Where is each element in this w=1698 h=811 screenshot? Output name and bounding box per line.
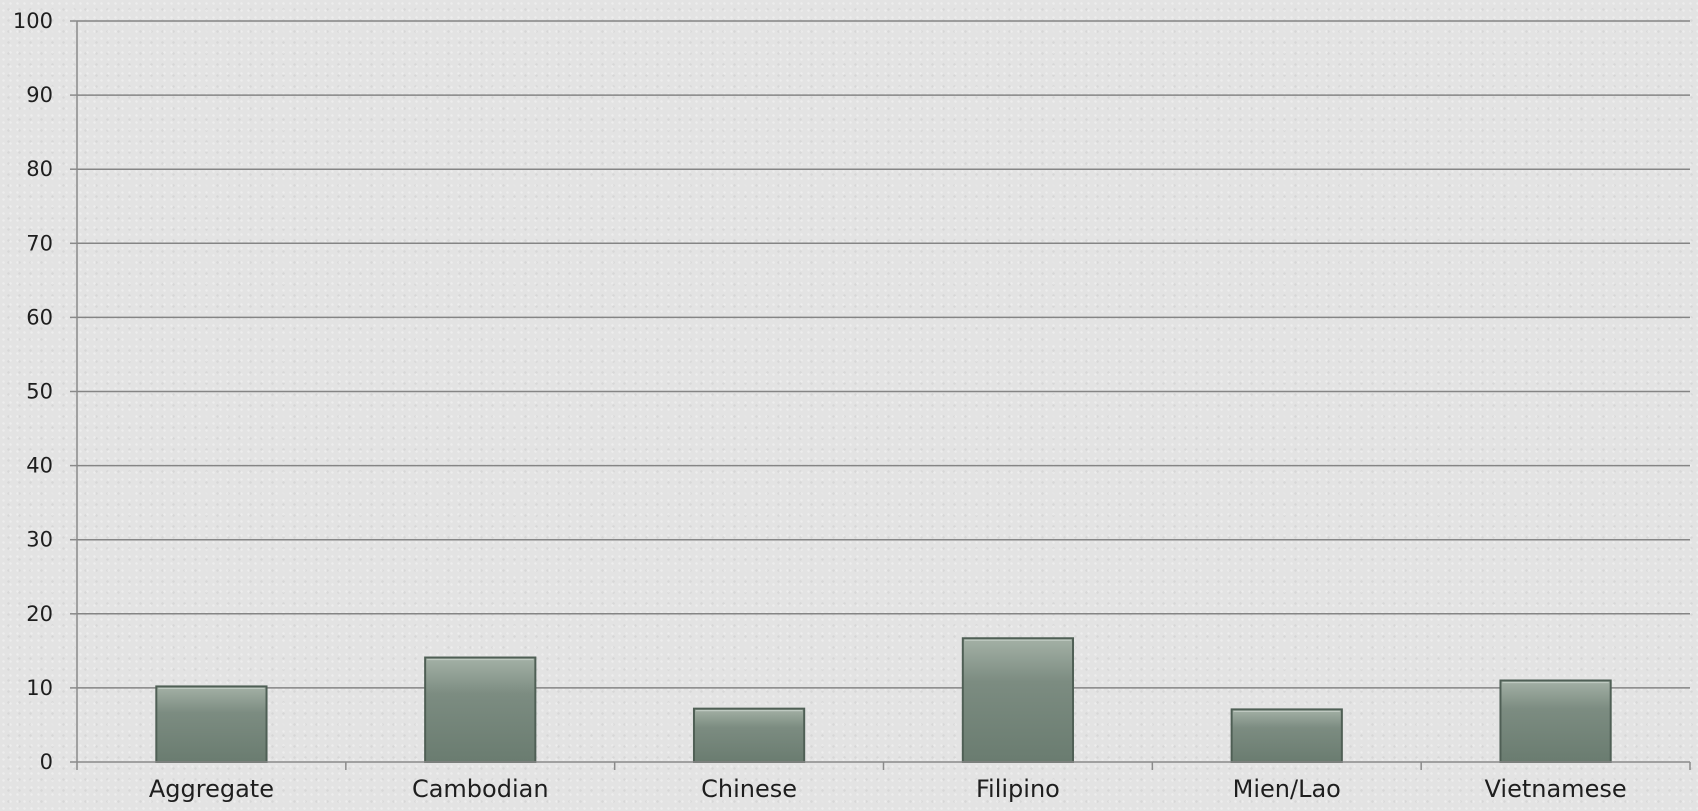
- x-category-label: Filipino: [976, 775, 1060, 803]
- y-tick-label: 50: [26, 380, 53, 404]
- bar-aggregate: [155, 685, 268, 764]
- bar-vietnamese: [1499, 679, 1612, 763]
- y-tick-label: 20: [26, 602, 53, 626]
- y-tick-label: 60: [26, 305, 53, 329]
- y-tick-label: 80: [26, 157, 53, 181]
- y-tick-label: 40: [26, 454, 53, 478]
- y-tick-label: 90: [26, 83, 53, 107]
- axes: [76, 21, 1691, 770]
- x-category-label: Mien/Lao: [1233, 775, 1341, 803]
- y-tick-label: 10: [26, 676, 53, 700]
- x-category-label: Aggregate: [149, 775, 274, 803]
- y-axis-ticks: 0 10 20 30 40 50 60 70 80 90 100: [13, 9, 77, 774]
- bar-chinese: [692, 707, 806, 764]
- y-tick-label: 0: [40, 750, 53, 774]
- y-tick-label: 30: [26, 528, 53, 552]
- y-tick-label: 70: [26, 231, 53, 255]
- x-category-label: Vietnamese: [1485, 775, 1627, 803]
- bars: [155, 637, 1612, 764]
- x-category-label: Chinese: [701, 775, 797, 803]
- gridlines: [77, 20, 1690, 689]
- bar-mien-lao: [1230, 708, 1343, 763]
- x-axis-labels: Aggregate Cambodian Chinese Filipino Mien/La…: [149, 775, 1627, 803]
- y-tick-label: 100: [13, 9, 53, 33]
- bar-filipino: [961, 637, 1075, 763]
- bar-cambodian: [424, 656, 537, 763]
- x-category-label: Cambodian: [412, 775, 549, 803]
